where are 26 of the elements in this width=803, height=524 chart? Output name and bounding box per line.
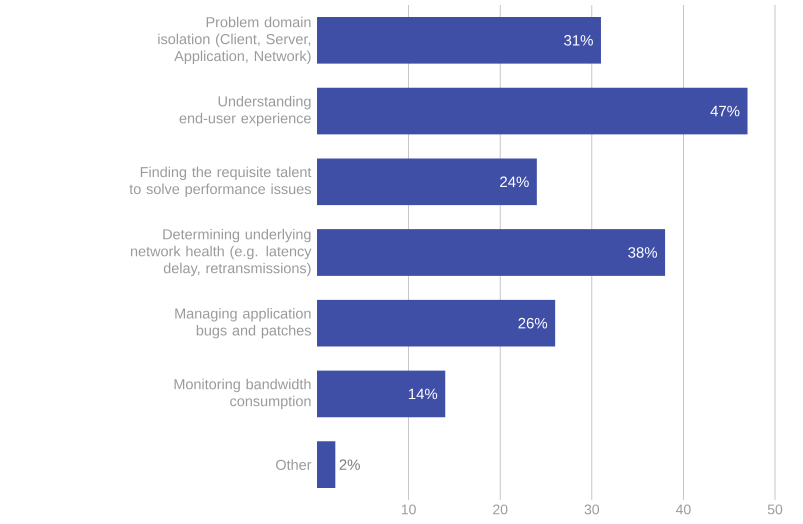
bar [317, 300, 556, 347]
data-label: 47% [710, 106, 740, 116]
bar [317, 158, 537, 206]
x-tick-label: 10 [402, 504, 416, 514]
data-label: 26% [518, 318, 548, 328]
bar [317, 441, 336, 488]
bar [317, 229, 666, 276]
y-tick-label: Other [276, 459, 312, 470]
bar [317, 88, 748, 134]
data-label: 24% [500, 176, 529, 188]
data-label: 2% [340, 459, 360, 470]
y-tick-label: Problem domain isolation (Client, Server, Application, Network) [158, 16, 311, 64]
data-label: 31% [564, 35, 593, 46]
bar [317, 370, 446, 418]
y-tick-label: Finding the requisite talent to solve performance issues [129, 166, 312, 197]
data-label: 38% [628, 247, 658, 258]
y-tick-label: Understanding end-user experience [180, 96, 311, 126]
y-tick-label: Managing application bugs and patches [175, 308, 311, 338]
data-label: 14% [408, 388, 438, 400]
x-tick-label: 30 [584, 504, 600, 514]
x-tick-label: 20 [493, 504, 508, 514]
y-tick-label: Determining underlying network health (e.g. latency delay, retransmissions) [130, 228, 312, 276]
y-tick-label: Monitoring bandwidth consumption [174, 378, 311, 410]
bar [317, 17, 601, 64]
x-tick-label: 50 [768, 504, 782, 514]
x-tick-label: 40 [676, 504, 691, 514]
